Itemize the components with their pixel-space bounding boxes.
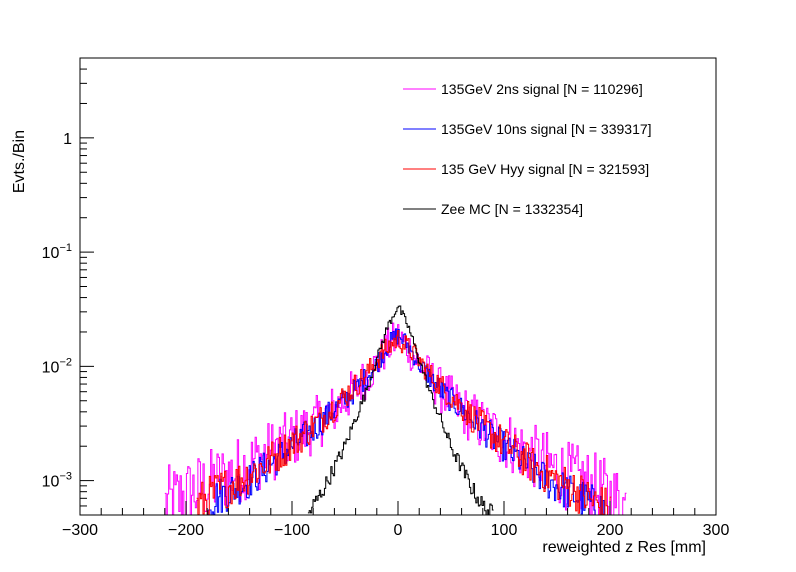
y-tick-label-base: 10 bbox=[42, 359, 60, 376]
series-line-1 bbox=[207, 328, 605, 515]
series-layer bbox=[164, 305, 627, 515]
legend-label: 135 GeV Hyy signal [N = 321593] bbox=[441, 161, 649, 177]
x-tick-label: −100 bbox=[274, 522, 310, 539]
legend-label: Zee MC [N = 1332354] bbox=[441, 201, 583, 217]
y-axis-title: Evts./Bin bbox=[11, 130, 28, 193]
legend-label: 135GeV 2ns signal [N = 110296] bbox=[441, 81, 643, 97]
y-tick-label: 10−3 bbox=[42, 471, 72, 491]
legend: 135GeV 2ns signal [N = 110296] 135GeV 10n… bbox=[403, 81, 652, 217]
series-line-0 bbox=[164, 322, 627, 515]
x-tick-label: 0 bbox=[394, 522, 403, 539]
series-line-3 bbox=[307, 305, 494, 515]
y-tick-label: 10−1 bbox=[42, 242, 72, 262]
y-axis-ticks: 10−310−210−11 bbox=[42, 57, 94, 516]
y-tick-label-base: 10 bbox=[42, 245, 60, 262]
y-tick-label: 1 bbox=[63, 131, 72, 148]
y-tick-label-exponent: −3 bbox=[59, 471, 72, 483]
x-tick-label: 100 bbox=[491, 522, 518, 539]
y-tick-label: 10−2 bbox=[42, 356, 72, 376]
y-tick-label-exponent: −2 bbox=[59, 356, 72, 368]
y-tick-label-exponent: −1 bbox=[59, 242, 72, 254]
y-tick-label-base: 1 bbox=[63, 131, 72, 148]
y-tick-label-base: 10 bbox=[42, 474, 60, 491]
x-tick-label: 200 bbox=[597, 522, 624, 539]
series-line-2 bbox=[196, 330, 612, 515]
legend-label: 135GeV 10ns signal [N = 339317] bbox=[441, 121, 652, 137]
x-axis-title: reweighted z Res [mm] bbox=[542, 539, 706, 556]
x-tick-label: −200 bbox=[168, 522, 204, 539]
x-tick-label: 300 bbox=[703, 522, 730, 539]
x-axis-ticks: −300 −200 −100 0 100 200 300 bbox=[62, 501, 729, 539]
x-tick-label: −300 bbox=[62, 522, 98, 539]
